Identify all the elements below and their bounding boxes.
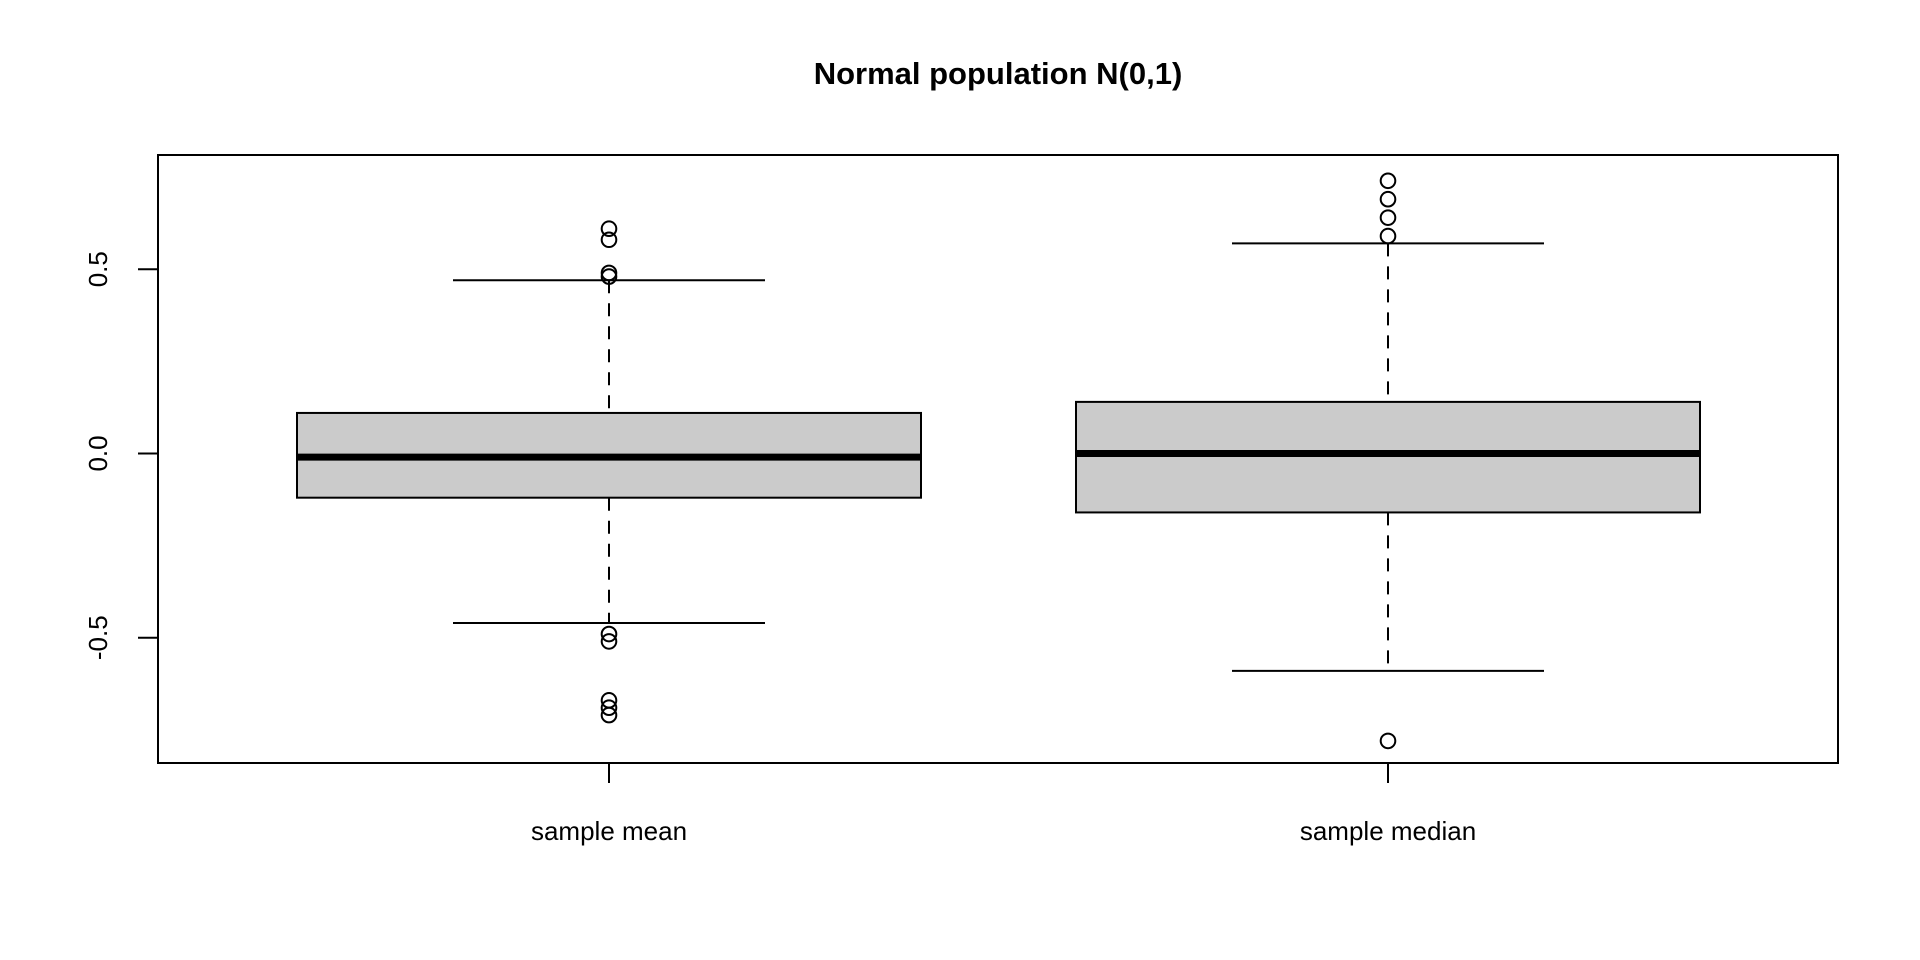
y-tick-label: 0.5 [83, 251, 113, 287]
outlier-point [600, 699, 618, 717]
outlier-point [600, 633, 618, 650]
outlier-point [600, 706, 618, 724]
y-tick-label: -0.5 [83, 615, 113, 660]
plot-border [157, 154, 1839, 764]
iqr-box [1075, 400, 1701, 514]
x-axis-label-sample-mean: sample mean [530, 816, 688, 846]
outlier-point [1379, 732, 1397, 750]
outlier-point [1379, 190, 1397, 208]
outlier-point [1379, 172, 1397, 190]
chart-title: Normal population N(0,1) [813, 56, 1183, 91]
x-axis-label-sample-median: sample median [1299, 816, 1477, 846]
y-tick-label: 0.0 [83, 435, 113, 471]
outlier-point [1379, 209, 1397, 226]
outlier-point [600, 220, 618, 237]
outlier-point [1379, 227, 1397, 245]
outlier-point [600, 268, 618, 285]
outlier-point [600, 625, 618, 643]
outlier-point [600, 231, 618, 249]
